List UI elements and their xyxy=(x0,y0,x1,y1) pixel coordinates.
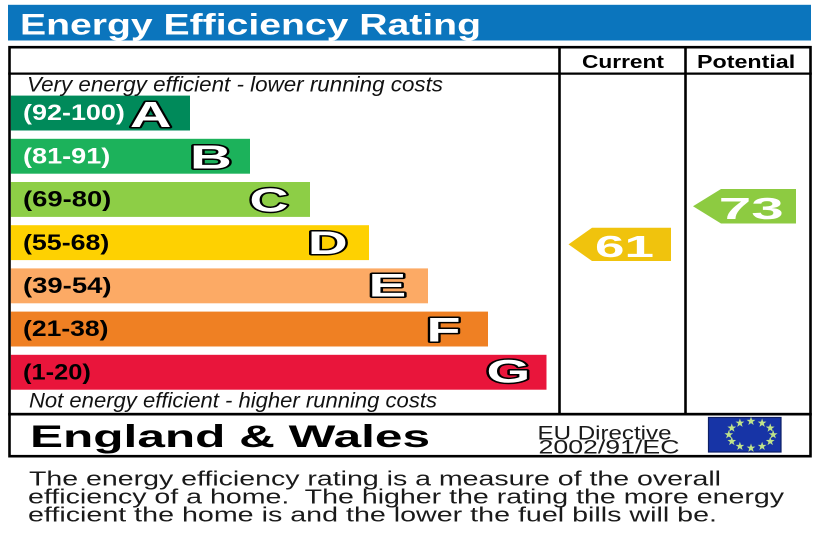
svg-text:Potential: Potential xyxy=(697,52,795,72)
svg-text:D: D xyxy=(308,225,348,261)
svg-text:England & Wales: England & Wales xyxy=(30,418,430,454)
svg-text:Current: Current xyxy=(582,52,664,72)
svg-text:(92-100): (92-100) xyxy=(23,100,125,125)
svg-text:EU Directive: EU Directive xyxy=(538,424,672,445)
svg-text:2002/91/EC: 2002/91/EC xyxy=(539,438,680,459)
svg-text:(81-91): (81-91) xyxy=(23,143,110,168)
svg-text:C: C xyxy=(250,183,289,220)
svg-text:E: E xyxy=(369,268,407,304)
svg-text:G: G xyxy=(487,354,531,390)
svg-text:Not energy efficient - higher: Not energy efficient - higher running co… xyxy=(29,390,438,413)
svg-text:61: 61 xyxy=(595,230,654,264)
svg-text:(1-20): (1-20) xyxy=(23,359,91,384)
svg-text:(21-38): (21-38) xyxy=(23,316,109,341)
svg-text:The energy efficiency rating i: The energy efficiency rating is a measur… xyxy=(29,469,721,491)
svg-text:F: F xyxy=(427,312,461,350)
svg-text:(39-54): (39-54) xyxy=(23,273,112,298)
svg-text:Very energy efficient - lower: Very energy efficient - lower running co… xyxy=(27,74,444,97)
svg-text:B: B xyxy=(190,140,232,177)
svg-text:(69-80): (69-80) xyxy=(23,187,111,212)
svg-text:Energy Efficiency Rating: Energy Efficiency Rating xyxy=(20,8,481,41)
svg-text:efficiency of a home. The hig: efficiency of a home. The higher the rat… xyxy=(28,487,785,509)
svg-text:73: 73 xyxy=(719,192,784,226)
svg-text:A: A xyxy=(130,94,172,135)
svg-text:(55-68): (55-68) xyxy=(23,230,109,255)
svg-text:efficient the home is and the: efficient the home is and the lower the … xyxy=(28,505,717,527)
